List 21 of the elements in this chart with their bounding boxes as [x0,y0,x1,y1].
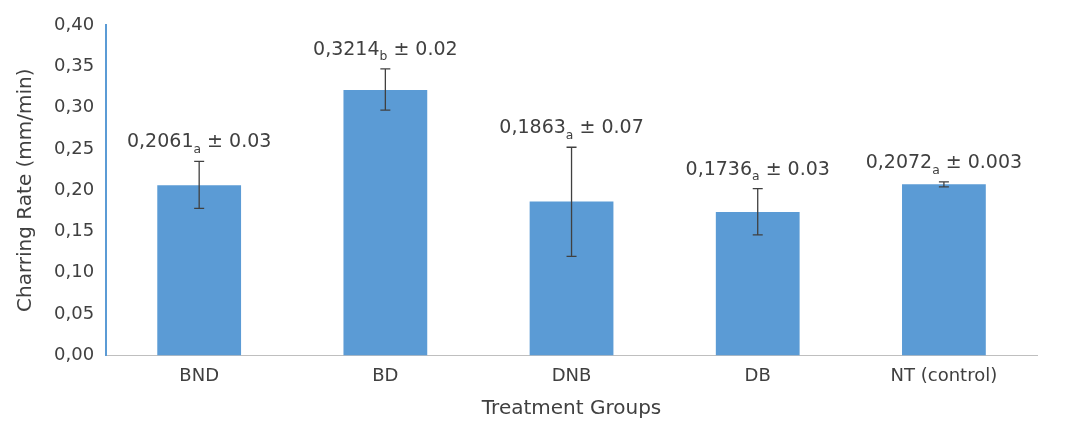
x-tick-label: NT (control) [890,363,998,385]
bar [157,185,242,356]
y-tick-label: 0,15 [54,219,95,241]
y-tick-label: 0,05 [54,301,95,323]
y-tick-label: 0,20 [54,177,95,199]
bar [902,184,986,356]
x-tick-label: DNB [551,363,592,385]
y-tick-label: 0,30 [54,95,95,117]
y-tick-label: 0,40 [54,12,95,34]
y-axis-title: Charring Rate (mm/min) [12,68,37,312]
y-tick-label: 0,25 [54,136,95,158]
y-tick-label: 0,10 [54,260,95,282]
bar [715,212,800,356]
x-axis-title: Treatment Groups [480,395,662,420]
x-tick-label: BD [372,363,399,385]
y-tick-label: 0,35 [54,53,95,75]
y-tick-label: 0,00 [54,343,95,365]
bar [343,89,428,356]
bar [529,201,614,356]
x-tick-label: BND [179,363,220,385]
x-tick-label: DB [744,363,771,385]
